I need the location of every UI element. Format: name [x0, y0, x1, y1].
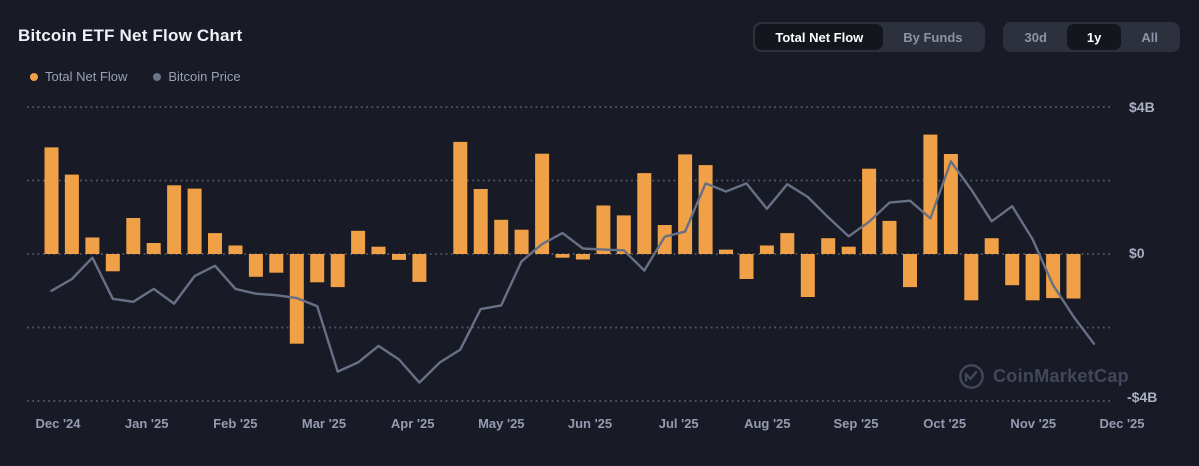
x-axis-label: Jun '25 [567, 416, 613, 431]
net-flow-bar[interactable] [269, 254, 284, 273]
net-flow-bar[interactable] [473, 189, 488, 254]
page-title: Bitcoin ETF Net Flow Chart [18, 26, 243, 45]
x-axis-label: May '25 [478, 416, 525, 431]
chart-plot-area[interactable] [27, 95, 1110, 410]
range-toggle-30d[interactable]: 30d [1005, 24, 1067, 50]
net-flow-bar[interactable] [637, 173, 652, 254]
net-flow-bar[interactable] [821, 238, 836, 254]
net-flow-bar[interactable] [719, 249, 733, 254]
net-flow-bar[interactable] [412, 254, 427, 282]
net-flow-bar[interactable] [1005, 254, 1020, 286]
net-flow-bar[interactable] [146, 243, 161, 254]
view-toggle-by-funds[interactable]: By Funds [883, 24, 982, 50]
total-net-flow-dot-icon [30, 72, 38, 81]
x-axis-label: Apr '25 [390, 416, 435, 431]
net-flow-bar[interactable] [228, 245, 243, 255]
net-flow-bar[interactable] [126, 218, 141, 254]
legend-label: Bitcoin Price [168, 69, 241, 84]
net-flow-combo-chart[interactable] [27, 95, 1110, 410]
net-flow-bar[interactable] [1046, 254, 1061, 299]
net-flow-bar[interactable] [780, 233, 795, 254]
bitcoin-price-dot-icon [153, 72, 162, 81]
x-axis-label: Jul '25 [658, 416, 699, 431]
range-toggle-all[interactable]: All [1121, 24, 1178, 50]
net-flow-bar[interactable] [739, 254, 754, 279]
net-flow-bar[interactable] [575, 254, 590, 260]
x-axis-label: Sep '25 [833, 416, 879, 431]
net-flow-bar[interactable] [678, 154, 693, 254]
net-flow-bar[interactable] [187, 188, 202, 254]
legend-label: Total Net Flow [45, 69, 128, 84]
net-flow-bar[interactable] [453, 141, 468, 254]
view-toggle-total-net-flow[interactable]: Total Net Flow [755, 24, 884, 50]
x-axis-label: Dec '24 [35, 416, 81, 431]
x-axis-label: Aug '25 [744, 416, 791, 431]
net-flow-bar[interactable] [208, 233, 222, 254]
net-flow-bar[interactable] [64, 174, 79, 254]
y-axis-label-neg4b: -$4B [1127, 389, 1158, 405]
net-flow-bar[interactable] [248, 254, 263, 277]
range-toggle-group: 30d 1y All [1002, 22, 1180, 52]
net-flow-bar[interactable] [105, 254, 120, 272]
watermark: CoinMarketCap [958, 363, 1129, 390]
x-axis-label: Mar '25 [301, 416, 347, 431]
coinmarketcap-logo-icon [959, 364, 984, 389]
net-flow-bar[interactable] [351, 230, 366, 254]
range-toggle-1y[interactable]: 1y [1066, 24, 1122, 50]
net-flow-bar[interactable] [330, 254, 345, 288]
chart-legend: Total Net Flow Bitcoin Price [30, 69, 241, 84]
net-flow-bar[interactable] [698, 165, 713, 254]
net-flow-bar[interactable] [800, 254, 815, 297]
net-flow-bar[interactable] [759, 245, 774, 255]
net-flow-bar[interactable] [841, 246, 856, 255]
net-flow-bar[interactable] [657, 225, 672, 254]
net-flow-bar[interactable] [1025, 254, 1040, 301]
net-flow-bar[interactable] [392, 254, 406, 260]
legend-item-bitcoin-price[interactable]: Bitcoin Price [153, 69, 241, 84]
y-axis-label-4b: $4B [1129, 99, 1155, 115]
x-axis-label: Feb '25 [213, 416, 258, 431]
view-toggle-group: Total Net Flow By Funds [753, 22, 985, 52]
watermark-text: CoinMarketCap [993, 366, 1129, 386]
x-axis-label: Dec '25 [1099, 416, 1145, 431]
x-axis-label: Nov '25 [1010, 416, 1057, 431]
bitcoin-price-line[interactable] [50, 160, 1096, 384]
net-flow-bar[interactable] [85, 237, 100, 255]
x-axis-label: Oct '25 [923, 416, 967, 431]
net-flow-bar[interactable] [882, 220, 897, 254]
net-flow-bar[interactable] [923, 134, 938, 254]
net-flow-bar[interactable] [1066, 254, 1081, 299]
net-flow-bar[interactable] [943, 154, 958, 254]
net-flow-bar[interactable] [514, 229, 529, 254]
net-flow-bar[interactable] [167, 185, 182, 254]
legend-item-total-net-flow[interactable]: Total Net Flow [30, 69, 127, 84]
net-flow-bar[interactable] [616, 215, 631, 254]
net-flow-bar[interactable] [494, 219, 509, 254]
chart-controls: Total Net Flow By Funds 30d 1y All [753, 22, 1180, 52]
net-flow-bar[interactable] [596, 205, 611, 255]
y-axis-label-0: $0 [1129, 245, 1145, 261]
net-flow-bar[interactable] [535, 153, 550, 254]
net-flow-bar[interactable] [964, 254, 979, 301]
net-flow-bar[interactable] [44, 147, 59, 254]
net-flow-bar[interactable] [984, 238, 999, 254]
net-flow-bar[interactable] [371, 246, 386, 255]
net-flow-bar[interactable] [555, 254, 570, 258]
net-flow-bar[interactable] [903, 254, 917, 288]
x-axis-label: Jan '25 [124, 416, 169, 431]
net-flow-bar[interactable] [310, 254, 325, 283]
net-flow-bar[interactable] [862, 168, 877, 254]
